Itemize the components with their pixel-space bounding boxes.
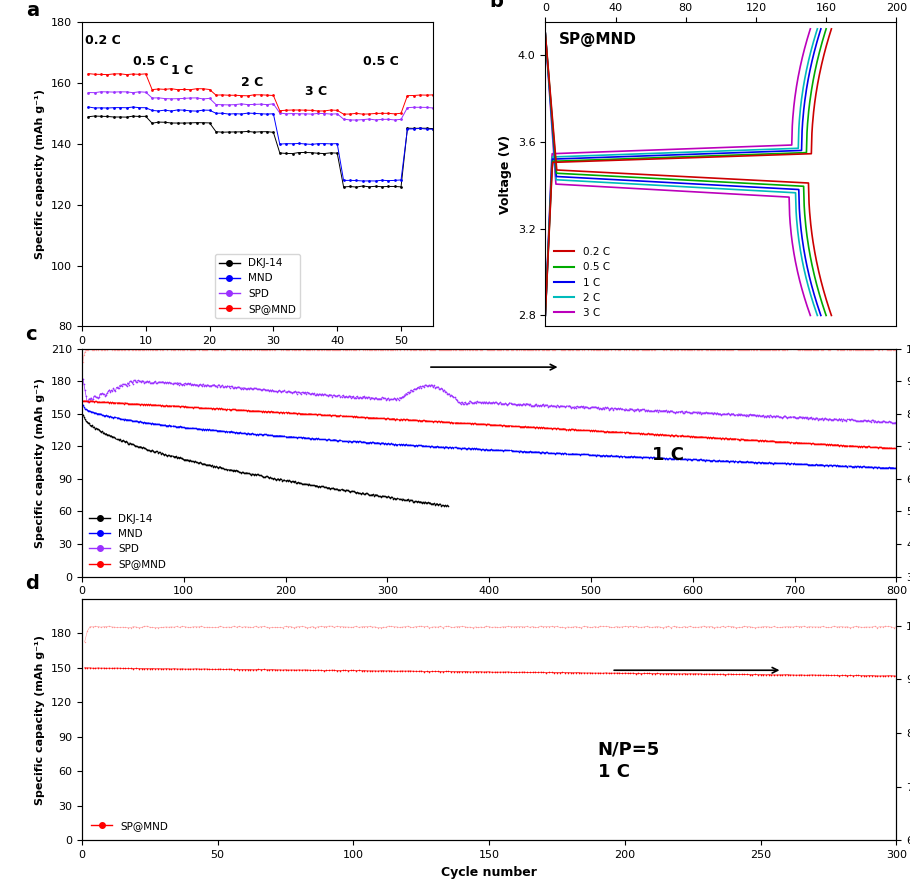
X-axis label: Cycle number: Cycle number [209, 351, 306, 365]
Text: d: d [25, 574, 39, 594]
Line: MND: MND [82, 404, 897, 469]
Text: b: b [489, 0, 503, 11]
Y-axis label: Specific capacity (mAh g⁻¹): Specific capacity (mAh g⁻¹) [35, 635, 46, 805]
SP@MND [560, 667, 571, 678]
MND [694, 454, 705, 465]
SPD [77, 374, 88, 384]
SP@MND [597, 426, 608, 437]
Line: SPD: SPD [82, 378, 897, 424]
Text: 1 C: 1 C [652, 446, 684, 465]
MND [571, 449, 582, 460]
SP@MND [814, 670, 825, 680]
SP@MND [576, 668, 587, 679]
SPD [888, 417, 899, 428]
MND [891, 462, 902, 473]
Line: SP@MND: SP@MND [84, 667, 897, 677]
SP@MND [82, 662, 93, 673]
SPD [571, 401, 582, 411]
Text: a: a [25, 1, 39, 21]
SP@MND [695, 432, 706, 443]
SP@MND [77, 396, 88, 407]
X-axis label: Cycle number: Cycle number [441, 602, 537, 615]
Line: DKJ-14: DKJ-14 [82, 414, 450, 507]
SPD [127, 378, 138, 389]
DKJ-14 [77, 409, 88, 420]
Legend: DKJ-14, MND, SPD, SP@MND: DKJ-14, MND, SPD, SP@MND [215, 254, 300, 318]
MND [596, 451, 607, 461]
Y-axis label: Voltage (V): Voltage (V) [500, 135, 512, 214]
SP@MND [891, 443, 902, 453]
MND [127, 416, 138, 426]
DKJ-14 [205, 460, 216, 470]
Legend: SP@MND: SP@MND [87, 817, 173, 835]
SP@MND [891, 670, 902, 681]
Text: c: c [25, 325, 36, 343]
Text: 0.5 C: 0.5 C [133, 55, 168, 68]
MND [550, 448, 561, 459]
Text: 2 C: 2 C [241, 76, 264, 89]
Text: N/P=5: N/P=5 [598, 740, 660, 758]
SP@MND [128, 399, 139, 409]
Y-axis label: Specific capacity (mAh g⁻¹): Specific capacity (mAh g⁻¹) [35, 377, 46, 548]
MND [778, 458, 789, 468]
SPD [891, 417, 902, 427]
SP@MND [779, 436, 790, 447]
SP@MND [551, 423, 561, 434]
SP@MND [79, 395, 90, 406]
Text: 1 C: 1 C [171, 64, 194, 77]
Y-axis label: Specific capacity (mAh g⁻¹): Specific capacity (mAh g⁻¹) [35, 89, 46, 259]
MND [77, 400, 88, 410]
Text: 3 C: 3 C [305, 85, 328, 98]
Text: 1 C: 1 C [598, 763, 630, 781]
SPD [778, 412, 789, 423]
SP@MND [763, 670, 774, 680]
DKJ-14 [443, 501, 454, 511]
SP@MND [572, 425, 583, 435]
SP@MND [562, 667, 573, 678]
SP@MND [79, 662, 90, 673]
Line: SP@MND: SP@MND [82, 400, 897, 450]
DKJ-14 [122, 438, 133, 449]
DKJ-14 [422, 497, 433, 508]
DKJ-14 [441, 501, 452, 511]
DKJ-14 [187, 456, 197, 467]
DKJ-14 [238, 467, 248, 477]
Legend: DKJ-14, MND, SPD, SP@MND: DKJ-14, MND, SPD, SP@MND [87, 511, 168, 571]
MND [890, 463, 901, 474]
X-axis label: Cycle number: Cycle number [441, 865, 537, 879]
Legend: 0.2 C, 0.5 C, 1 C, 2 C, 3 C: 0.2 C, 0.5 C, 1 C, 2 C, 3 C [551, 244, 613, 321]
Text: SP@MND: SP@MND [560, 31, 637, 46]
SPD [694, 407, 705, 417]
SP@MND [890, 443, 901, 454]
SPD [596, 403, 607, 414]
SPD [550, 401, 561, 412]
Text: 0.2 C: 0.2 C [86, 34, 121, 46]
Text: 0.5 C: 0.5 C [363, 55, 399, 68]
DKJ-14 [198, 459, 209, 469]
